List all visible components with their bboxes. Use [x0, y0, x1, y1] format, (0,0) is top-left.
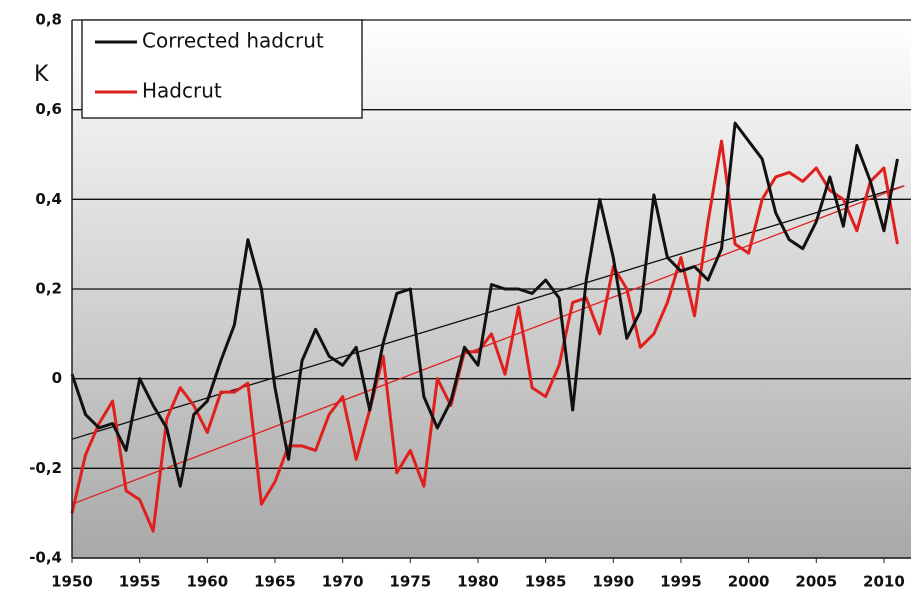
y-tick-label: 0: [52, 369, 62, 387]
y-tick-label: 0,4: [35, 190, 62, 208]
legend-box: [81, 19, 363, 119]
x-tick-label: 2005: [795, 573, 837, 591]
x-tick-label: 1985: [525, 573, 567, 591]
x-tick-label: 1960: [186, 573, 228, 591]
y-tick-label: -0,4: [29, 549, 62, 567]
y-tick-label: -0,2: [29, 459, 62, 477]
x-tick-label: 1995: [660, 573, 702, 591]
y-tick-label: 0,6: [35, 100, 62, 118]
y-axis-label: K: [34, 62, 49, 87]
x-tick-label: 1990: [592, 573, 634, 591]
y-tick-label: 0,2: [35, 280, 62, 298]
series-line: [70, 121, 899, 488]
y-tick-label: 0,8: [35, 11, 62, 29]
x-tick-label: 1950: [51, 573, 93, 591]
x-tick-label: 1980: [457, 573, 499, 591]
x-tick-label: 1965: [254, 573, 296, 591]
trend-line: [71, 185, 905, 505]
x-tick-label: 1970: [322, 573, 364, 591]
x-tick-label: 1955: [119, 573, 161, 591]
legend-label: Corrected hadcrut: [142, 29, 324, 53]
series-line: [70, 139, 899, 533]
x-tick-label: 1975: [389, 573, 431, 591]
x-tick-label: 2010: [863, 573, 905, 591]
x-tick-label: 2000: [728, 573, 770, 591]
legend-label: Hadcrut: [142, 79, 222, 103]
